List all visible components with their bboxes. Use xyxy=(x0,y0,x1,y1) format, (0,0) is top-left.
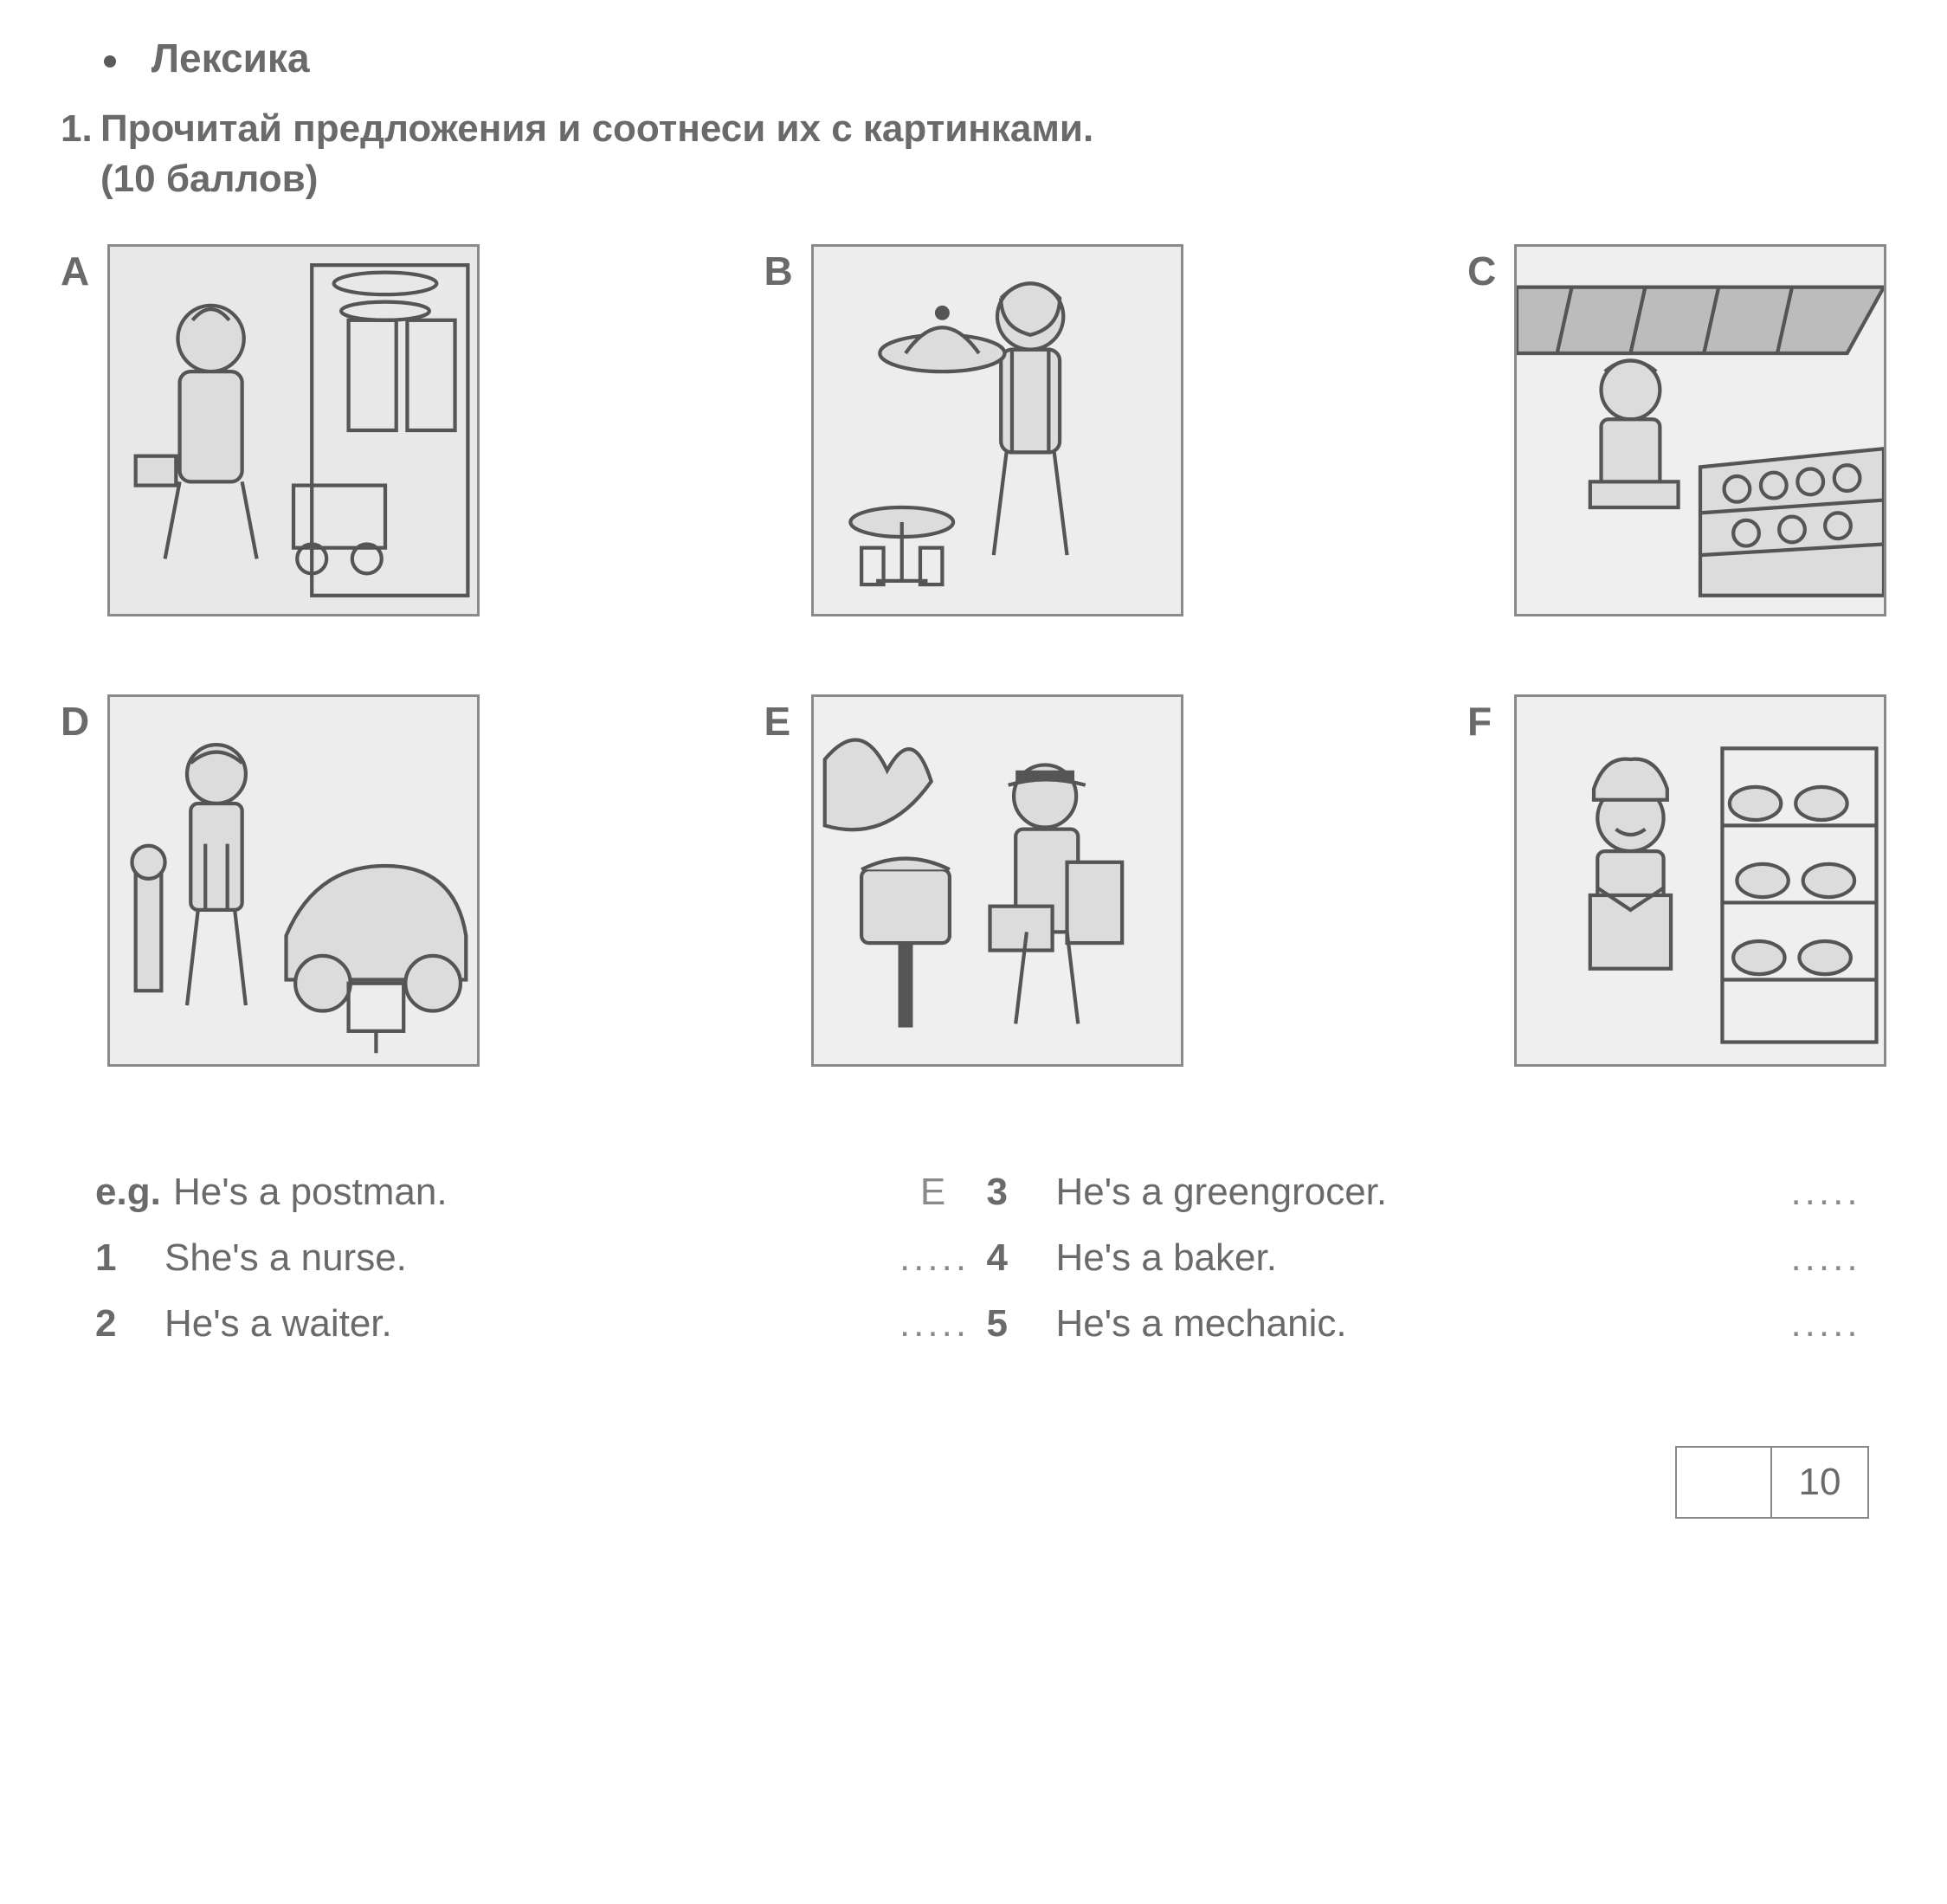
bullet-icon xyxy=(104,55,116,68)
answers-col-right: 3 He's a greengrocer. ..... 4 He's a bak… xyxy=(987,1171,1879,1368)
answer-text: He's a baker. xyxy=(1056,1236,1775,1280)
answer-text: She's a nurse. xyxy=(164,1236,883,1280)
answer-text: He's a mechanic. xyxy=(1056,1302,1775,1346)
answer-key: 1 xyxy=(95,1236,164,1280)
image-cell-c: C xyxy=(1467,244,1886,616)
images-row-1: A B xyxy=(52,244,1895,616)
answer-key: e.g. xyxy=(95,1171,173,1214)
image-cell-a: A xyxy=(61,244,480,616)
answer-key: 4 xyxy=(987,1236,1056,1280)
answer-text: He's a postman. xyxy=(173,1171,883,1214)
answers-block: e.g. He's a postman. E 1 She's a nurse. … xyxy=(52,1171,1895,1368)
image-letter: F xyxy=(1467,698,1499,745)
image-letter: E xyxy=(764,698,796,745)
answer-blank[interactable]: ..... xyxy=(1774,1236,1878,1280)
picture-baker xyxy=(1514,694,1886,1067)
picture-greengrocer xyxy=(1514,244,1886,616)
picture-nurse xyxy=(107,244,480,616)
image-cell-f: F xyxy=(1467,694,1886,1067)
image-letter: B xyxy=(764,248,796,294)
image-letter: A xyxy=(61,248,92,294)
image-cell-d: D xyxy=(61,694,480,1067)
answer-text: He's a greengrocer. xyxy=(1056,1171,1775,1214)
score-total: 10 xyxy=(1772,1448,1867,1517)
answer-key: 5 xyxy=(987,1302,1056,1346)
answer-line: 1 She's a nurse. ..... xyxy=(95,1236,987,1280)
answer-line: 4 He's a baker. ..... xyxy=(987,1236,1879,1280)
image-letter: D xyxy=(61,698,92,745)
answer-example: e.g. He's a postman. E xyxy=(95,1171,987,1214)
images-row-2: D E xyxy=(52,694,1895,1067)
answer-blank[interactable]: ..... xyxy=(1774,1302,1878,1346)
answer-line: 2 He's a waiter. ..... xyxy=(95,1302,987,1346)
picture-mechanic xyxy=(107,694,480,1067)
answer-blank[interactable]: ..... xyxy=(883,1236,987,1280)
section-title: Лексика xyxy=(152,35,310,81)
task-text: Прочитай предложения и соотнеси их с кар… xyxy=(100,107,1895,151)
score-earned[interactable] xyxy=(1677,1448,1772,1517)
answer-key: 2 xyxy=(95,1302,164,1346)
answer-blank[interactable]: ..... xyxy=(883,1302,987,1346)
picture-waiter xyxy=(811,244,1183,616)
answers-col-left: e.g. He's a postman. E 1 She's a nurse. … xyxy=(95,1171,987,1368)
answer-line: 5 He's a mechanic. ..... xyxy=(987,1302,1879,1346)
answer-line: 3 He's a greengrocer. ..... xyxy=(987,1171,1879,1214)
score-box: 10 xyxy=(52,1446,1895,1519)
image-letter: C xyxy=(1467,248,1499,294)
answer-value: E xyxy=(883,1171,987,1214)
task-points: (10 баллов) xyxy=(100,158,1895,201)
section-header: Лексика xyxy=(104,35,1895,81)
answer-blank[interactable]: ..... xyxy=(1774,1171,1878,1214)
image-cell-b: B xyxy=(764,244,1183,616)
image-cell-e: E xyxy=(764,694,1183,1067)
score-table: 10 xyxy=(1675,1446,1869,1519)
task-row: 1. Прочитай предложения и соотнеси их с … xyxy=(52,107,1895,151)
task-number: 1. xyxy=(52,107,100,151)
picture-postman xyxy=(811,694,1183,1067)
answer-key: 3 xyxy=(987,1171,1056,1214)
answer-text: He's a waiter. xyxy=(164,1302,883,1346)
